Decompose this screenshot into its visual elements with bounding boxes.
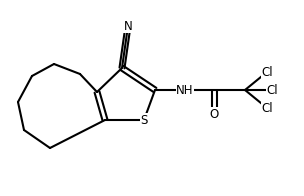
Text: O: O — [209, 107, 219, 121]
Text: N: N — [124, 19, 132, 33]
Text: Cl: Cl — [261, 102, 273, 114]
Text: NH: NH — [176, 83, 194, 96]
Text: Cl: Cl — [261, 65, 273, 79]
Text: S: S — [140, 113, 148, 126]
Text: Cl: Cl — [266, 83, 278, 96]
